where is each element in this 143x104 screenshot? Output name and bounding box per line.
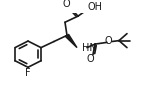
- Text: HN: HN: [82, 43, 97, 53]
- Polygon shape: [65, 34, 77, 48]
- Text: O: O: [86, 54, 94, 64]
- Text: O: O: [104, 37, 112, 46]
- Text: O: O: [62, 0, 70, 9]
- Text: OH: OH: [88, 2, 103, 12]
- Text: F: F: [25, 67, 31, 77]
